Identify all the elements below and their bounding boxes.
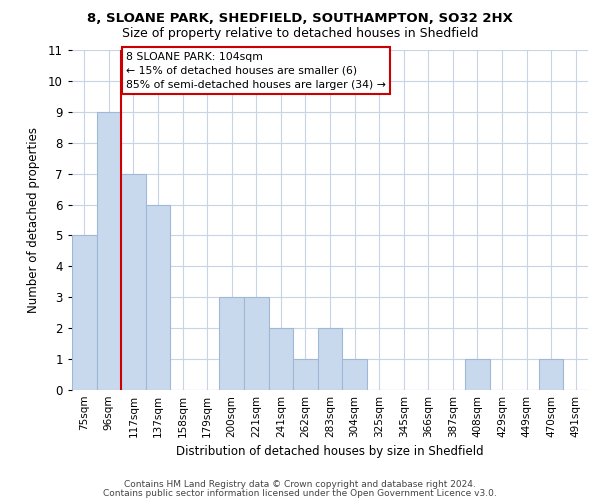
Text: Contains public sector information licensed under the Open Government Licence v3: Contains public sector information licen… xyxy=(103,489,497,498)
Text: 8 SLOANE PARK: 104sqm
← 15% of detached houses are smaller (6)
85% of semi-detac: 8 SLOANE PARK: 104sqm ← 15% of detached … xyxy=(126,52,386,90)
Bar xyxy=(539,359,563,390)
Bar xyxy=(318,328,342,390)
Bar xyxy=(293,359,318,390)
Bar xyxy=(72,236,97,390)
X-axis label: Distribution of detached houses by size in Shedfield: Distribution of detached houses by size … xyxy=(176,446,484,458)
Bar xyxy=(146,204,170,390)
Text: Contains HM Land Registry data © Crown copyright and database right 2024.: Contains HM Land Registry data © Crown c… xyxy=(124,480,476,489)
Bar xyxy=(97,112,121,390)
Bar xyxy=(244,298,269,390)
Bar xyxy=(342,359,367,390)
Bar xyxy=(220,298,244,390)
Bar xyxy=(269,328,293,390)
Bar xyxy=(465,359,490,390)
Text: Size of property relative to detached houses in Shedfield: Size of property relative to detached ho… xyxy=(122,28,478,40)
Bar xyxy=(121,174,146,390)
Y-axis label: Number of detached properties: Number of detached properties xyxy=(26,127,40,313)
Text: 8, SLOANE PARK, SHEDFIELD, SOUTHAMPTON, SO32 2HX: 8, SLOANE PARK, SHEDFIELD, SOUTHAMPTON, … xyxy=(87,12,513,26)
